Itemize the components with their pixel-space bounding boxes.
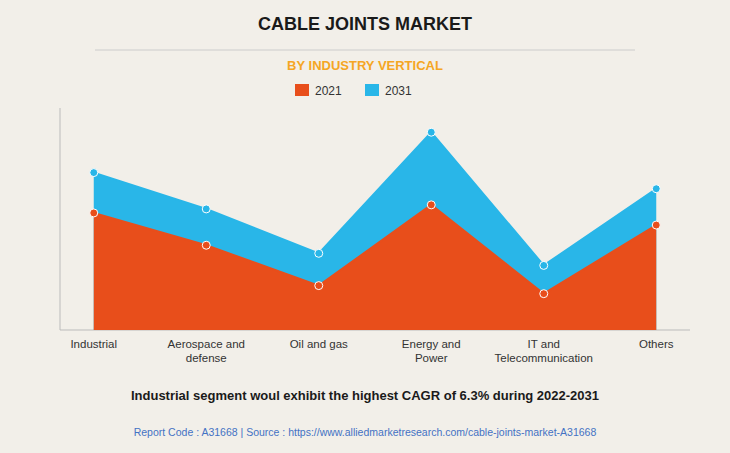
x-tick-label: Oil and gas: [290, 338, 348, 350]
x-tick-label-line: defense: [186, 352, 227, 364]
marker: [315, 249, 323, 257]
background: [0, 0, 730, 453]
marker: [652, 185, 660, 193]
marker: [427, 128, 435, 136]
source-note: Report Code : A31668 | Source : https://…: [134, 426, 597, 438]
x-tick-label-line: IT and: [528, 338, 560, 350]
marker: [90, 209, 98, 217]
x-tick-label: Others: [639, 338, 674, 350]
marker: [202, 205, 210, 213]
x-tick-label: Aerospace and defense: [168, 338, 245, 364]
marker: [427, 201, 435, 209]
x-tick-label: Industrial: [70, 338, 117, 350]
x-tick-label-line: Power: [415, 352, 448, 364]
chart: CABLE JOINTS MARKET BY INDUSTRY VERTICAL 2…: [0, 0, 730, 453]
subtitle: BY INDUSTRY VERTICAL: [287, 58, 443, 73]
x-tick-label: IT and Telecommunication: [495, 338, 593, 364]
marker: [90, 169, 98, 177]
marker: [652, 221, 660, 229]
area: [94, 132, 657, 330]
x-tick-label-line: Others: [639, 338, 674, 350]
area: [94, 205, 657, 330]
title-rule: [95, 50, 635, 51]
legend-label: 2021: [315, 84, 342, 98]
marker: [540, 290, 548, 298]
x-tick-label-line: Industrial: [70, 338, 117, 350]
x-tick-label-line: Energy and: [402, 338, 461, 350]
x-tick-label-line: Telecommunication: [495, 352, 593, 364]
x-tick-label-line: Oil and gas: [290, 338, 348, 350]
marker: [315, 282, 323, 290]
marker: [202, 241, 210, 249]
legend: 2021 2031: [295, 84, 412, 98]
footer-note: Industrial segment woul exhibit the high…: [131, 388, 599, 403]
plot-area: [90, 128, 661, 330]
title: CABLE JOINTS MARKET: [258, 14, 472, 34]
x-tick-label-line: Aerospace and: [168, 338, 245, 350]
legend-swatch: [365, 84, 379, 96]
marker: [540, 261, 548, 269]
y-axis-line: [60, 108, 61, 330]
line: [94, 205, 657, 294]
x-axis: Industrial Aerospace and defense Oil and ga…: [70, 338, 673, 364]
legend-label: 2031: [385, 84, 412, 98]
legend-swatch: [295, 84, 309, 96]
x-tick-label: Energy and Power: [402, 338, 461, 364]
